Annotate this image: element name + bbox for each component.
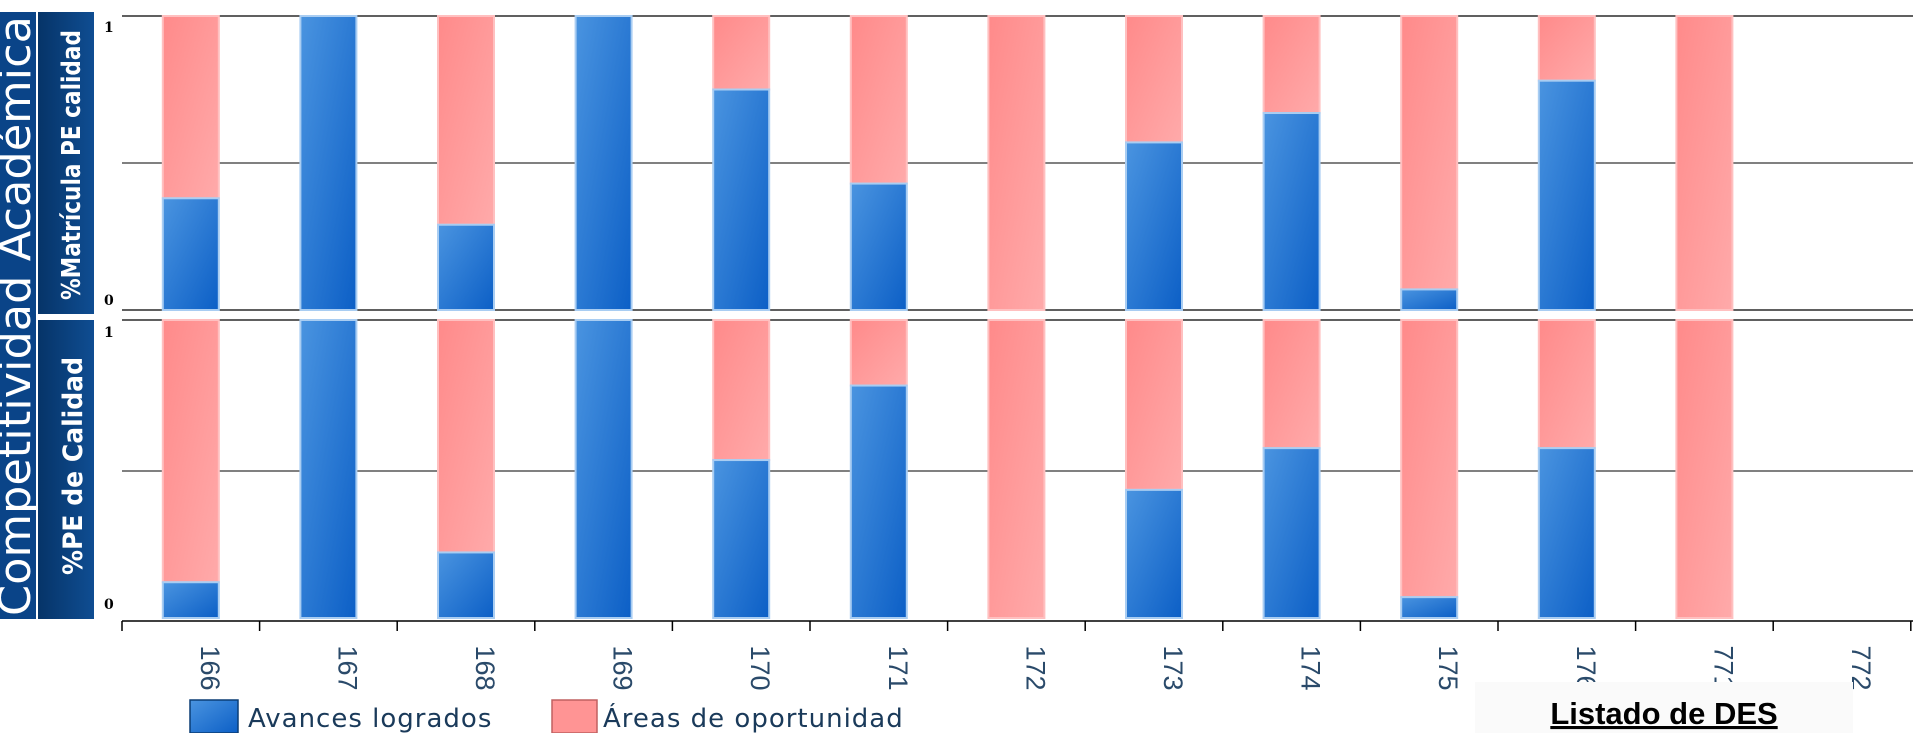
- bar-achieved-173: [1125, 141, 1183, 311]
- bar-opportunity-172: [987, 319, 1046, 619]
- x-tick-label-170: 170: [745, 645, 775, 690]
- bar-achieved-170: [712, 459, 771, 619]
- legend: Avances logrados Áreas de oportunidad: [189, 699, 904, 733]
- bar-achieved-167: [299, 319, 358, 619]
- bar-achieved-171: [849, 384, 908, 619]
- bar-achieved-174: [1262, 112, 1321, 311]
- x-tick-label-175: 175: [1433, 645, 1463, 690]
- bar-opportunity-175: [1400, 319, 1459, 599]
- legend-label-opportunity: Áreas de oportunidad: [603, 702, 904, 733]
- bar-achieved-175: [1400, 596, 1459, 620]
- bar-achieved-176: [1537, 79, 1596, 312]
- panel-1: [122, 15, 1913, 312]
- listado-link-bg[interactable]: [1475, 682, 1853, 733]
- bar-achieved-167: [299, 15, 358, 311]
- bar-achieved-175: [1400, 288, 1459, 312]
- bar-opportunity-166: [161, 319, 220, 584]
- x-tick-label-172: 172: [1020, 645, 1050, 690]
- bar-achieved-170: [712, 88, 771, 311]
- bar-opportunity-771: [1675, 15, 1734, 311]
- bar-achieved-173: [1125, 488, 1183, 619]
- x-tick-label-173: 173: [1158, 645, 1188, 690]
- bar-opportunity-172: [987, 15, 1046, 311]
- bar-opportunity-173: [1125, 319, 1183, 491]
- main-title: Competitividad Académica: [0, 16, 41, 616]
- panel-1-ytick-min: 0: [104, 293, 114, 309]
- panel-1-title-bg: [38, 12, 94, 314]
- panel-1-bars: [161, 15, 1734, 312]
- panel-2-title-bg: [38, 320, 94, 619]
- x-tick-label-167: 167: [332, 645, 362, 690]
- panel-2-ylabel: %PE de Calidad: [58, 357, 89, 575]
- x-tick-label-169: 169: [608, 645, 638, 690]
- x-tick-label-166: 166: [195, 645, 225, 690]
- bar-opportunity-174: [1262, 15, 1321, 115]
- panel-2-bars: [161, 319, 1734, 620]
- bar-opportunity-173: [1125, 15, 1183, 144]
- bar-opportunity-176: [1537, 15, 1596, 82]
- main-title-bg: [0, 12, 36, 619]
- bar-achieved-169: [574, 15, 633, 311]
- bar-opportunity-175: [1400, 15, 1459, 291]
- bar-opportunity-170: [712, 15, 771, 91]
- bar-achieved-168: [437, 223, 495, 312]
- listado-des-link[interactable]: Listado de DES: [1550, 696, 1777, 731]
- legend-swatch-opportunity: [551, 699, 598, 733]
- x-tick-label-168: 168: [470, 645, 500, 690]
- x-tick-label-174: 174: [1296, 645, 1326, 690]
- bar-opportunity-170: [712, 319, 771, 462]
- bar-opportunity-168: [437, 319, 495, 554]
- bar-achieved-168: [437, 551, 495, 619]
- bar-achieved-171: [849, 182, 908, 311]
- x-axis: 166 167 168 169 170 171 172 173 174 175 176 771 772: [121, 620, 1913, 691]
- bar-opportunity-171: [849, 15, 908, 185]
- bar-opportunity-771: [1675, 319, 1734, 619]
- legend-swatch-achieved: [189, 699, 239, 733]
- bar-opportunity-171: [849, 319, 908, 387]
- bar-opportunity-176: [1537, 319, 1596, 450]
- panel-2: [122, 319, 1913, 620]
- bar-opportunity-168: [437, 15, 495, 226]
- panel-1-ylabel: %Matrícula PE calidad: [57, 30, 87, 300]
- legend-label-achieved: Avances logrados: [248, 704, 492, 733]
- bar-opportunity-166: [161, 15, 220, 200]
- bar-opportunity-174: [1262, 319, 1321, 450]
- bar-achieved-176: [1537, 447, 1596, 620]
- panel-1-ytick-max: 1: [104, 20, 114, 36]
- bar-achieved-166: [161, 581, 220, 619]
- bar-achieved-166: [161, 197, 220, 311]
- panel-2-ytick-min: 0: [104, 597, 114, 613]
- bar-achieved-174: [1262, 447, 1321, 620]
- x-tick-label-171: 171: [883, 645, 913, 690]
- panel-2-ytick-max: 1: [104, 325, 114, 341]
- bar-achieved-169: [574, 319, 633, 619]
